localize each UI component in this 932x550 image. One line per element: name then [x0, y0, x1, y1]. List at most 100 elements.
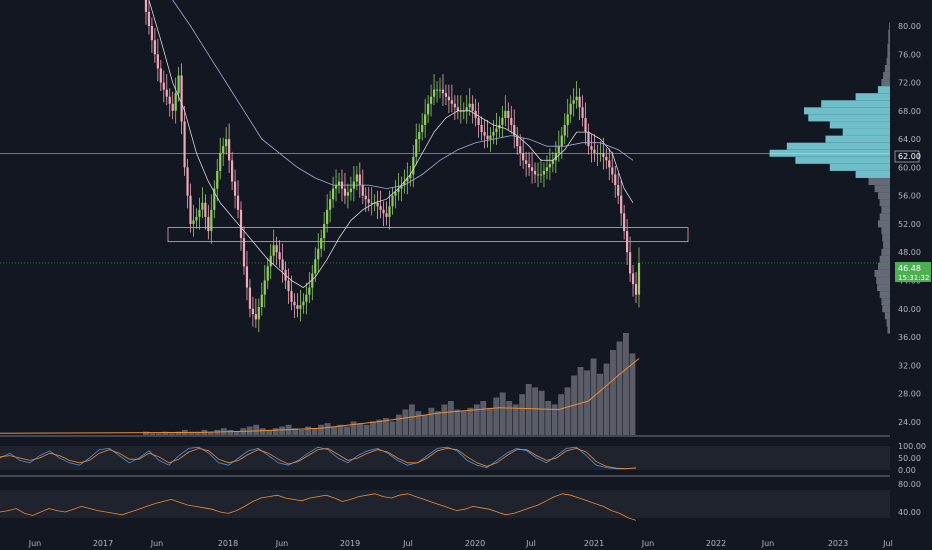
candle-body [144, 0, 148, 12]
candle-body [614, 174, 617, 186]
volume-bar [272, 428, 279, 435]
candle-body [349, 188, 352, 193]
candle-body [533, 170, 537, 175]
candle-body [477, 117, 480, 125]
price-axis[interactable]: 80.00 76.00 72.00 68.00 64.00 60.00 56.00 52.00… [898, 22, 926, 517]
candle-body [254, 314, 257, 320]
candle-body [331, 188, 335, 200]
price-tick-label: 72.00 [898, 79, 921, 88]
candle-body [542, 170, 546, 175]
profile-row [883, 71, 890, 79]
candle-body [516, 135, 519, 147]
price-tick-label: 64.00 [898, 135, 921, 144]
profile-row [829, 121, 890, 129]
profile-row [877, 284, 890, 292]
candle-body [150, 26, 154, 41]
price-tick-label: 48.00 [898, 248, 921, 257]
candle-body [287, 280, 290, 292]
volume-bar [460, 411, 467, 435]
candle-body [525, 160, 528, 164]
profile-row [786, 142, 890, 150]
price-tick-label: 40.00 [898, 305, 921, 314]
volume-bar [558, 394, 565, 435]
stoch-band [0, 446, 890, 470]
time-tick-label: 2022 [706, 539, 726, 548]
candle-body [590, 146, 593, 150]
volume-bar [519, 394, 526, 435]
volume-bar [610, 350, 616, 435]
volume-bar [350, 421, 357, 435]
candle-body [530, 167, 534, 171]
candle-body [311, 273, 314, 288]
candle-body [637, 262, 641, 295]
zone-rect [167, 227, 689, 243]
candle-body [290, 291, 293, 302]
candle-body [427, 103, 430, 115]
candle-body [495, 128, 498, 133]
candle-body [608, 160, 611, 168]
volume-bar [532, 387, 539, 435]
indicator-pane-bands [0, 435, 890, 518]
candle-body [435, 89, 439, 91]
candle-body [156, 54, 159, 69]
volume-bar [149, 433, 156, 435]
candle-body [554, 153, 557, 161]
candle-body [239, 209, 243, 239]
time-tick-label: Jun [641, 539, 655, 548]
candle-body [560, 135, 563, 147]
candle-body [545, 167, 549, 171]
candle-body [575, 96, 578, 101]
candle-body [370, 202, 373, 204]
candle-body [510, 117, 513, 125]
volume-bar [577, 367, 584, 435]
volume-bar [155, 433, 162, 435]
candle-body [159, 68, 162, 83]
volume-bar [506, 401, 513, 435]
horizontal-level[interactable] [0, 152, 890, 264]
volume-bar [344, 426, 350, 435]
volume-bar [266, 429, 273, 435]
volume-bar [616, 341, 623, 435]
candle-body [355, 174, 358, 182]
candle-body [343, 188, 347, 196]
candle-body [465, 107, 468, 111]
level-tag-box [894, 150, 920, 163]
candle-body [382, 209, 385, 214]
profile-row [888, 29, 890, 37]
volume-bar [486, 407, 493, 435]
candle-body [424, 114, 427, 125]
volume-bar [421, 414, 428, 435]
volume-bar [318, 424, 325, 435]
volume-bar [389, 421, 396, 435]
candle-body [447, 96, 451, 101]
time-tick-label: Jul [525, 539, 536, 548]
candle-body [213, 188, 216, 210]
candle-body [415, 139, 418, 157]
profile-row [884, 64, 890, 72]
profile-row [795, 156, 890, 164]
candle-body [242, 238, 246, 267]
candle-body [231, 160, 234, 182]
candle-body [236, 195, 240, 210]
candle-body [183, 121, 186, 168]
volume-bar [395, 414, 402, 435]
candle-body [486, 135, 489, 140]
candle-body [539, 174, 543, 176]
support-zone[interactable] [167, 227, 689, 243]
profile-row [881, 79, 890, 87]
profile-row [821, 100, 890, 108]
candle-body [519, 146, 522, 154]
volume-bar [402, 409, 409, 435]
time-tick-label: Jun [275, 539, 289, 548]
candle-body [522, 153, 525, 161]
volume-bar [415, 411, 422, 435]
stoch-d-line [0, 447, 637, 470]
candle-body [219, 153, 222, 171]
profile-row [881, 248, 890, 256]
candle-body [584, 117, 587, 133]
candle-body [468, 103, 471, 108]
time-axis[interactable]: Jun 2017 Jun 2018 Jun 2019 Jul 2020 Jul 2021 Jun 20… [28, 539, 893, 548]
volume-bar [467, 407, 474, 435]
volume-bar [279, 426, 286, 435]
